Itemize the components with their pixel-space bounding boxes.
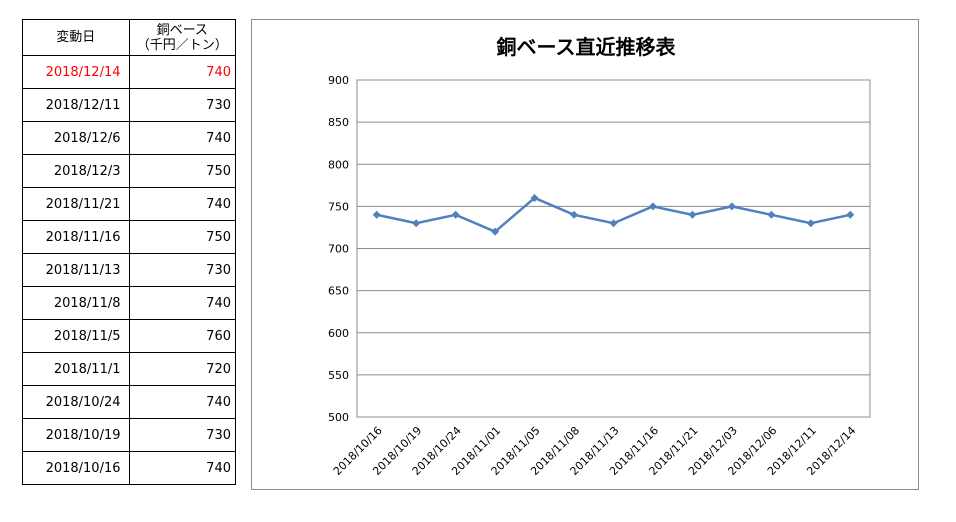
line-chart: 銅ベース直近推移表 500 550 600 650 700 750 800 850 900 20… — [328, 35, 871, 478]
y-tick-label: 600 — [328, 327, 349, 340]
row-date: 2018/12/11 — [22, 88, 130, 122]
y-tick-label: 500 — [328, 411, 349, 424]
header-price-line1: 銅ベース — [156, 22, 208, 38]
row-date: 2018/10/16 — [22, 451, 130, 485]
row-price: 730 — [128, 418, 236, 452]
row-date: 2018/11/1 — [22, 352, 130, 386]
chart-container: 銅ベース直近推移表 500 550 600 650 700 750 800 850 900 20… — [251, 19, 919, 490]
grid-layer — [356, 79, 871, 418]
data-point — [372, 210, 381, 219]
row-date: 2018/11/21 — [22, 187, 130, 221]
row-price: 720 — [128, 352, 236, 386]
row-date: 2018/11/13 — [22, 253, 130, 287]
data-point — [412, 219, 421, 228]
table-row: 2018/10/19 730 — [22, 418, 236, 452]
row-price: 740 — [128, 55, 236, 89]
data-point — [570, 210, 579, 219]
data-point — [491, 227, 500, 236]
row-date: 2018/11/5 — [22, 319, 130, 353]
plot-area-border — [356, 79, 871, 418]
y-tick-label: 700 — [328, 243, 349, 256]
table-row: 2018/12/6 740 — [22, 121, 236, 155]
table-body: 2018/12/14 740 2018/12/11 730 2018/12/6 740 20… — [22, 55, 236, 485]
row-date: 2018/10/24 — [22, 385, 130, 419]
row-price: 740 — [128, 385, 236, 419]
table-row: 2018/11/16 750 — [22, 220, 236, 254]
table-row: 2018/11/5 760 — [22, 319, 236, 353]
table-row: 2018/11/13 730 — [22, 253, 236, 287]
row-price: 740 — [128, 121, 236, 155]
y-tick-label: 900 — [328, 74, 349, 87]
table-row: 2018/11/1 720 — [22, 352, 236, 386]
row-date: 2018/12/3 — [22, 154, 130, 188]
table-row: 2018/10/16 740 — [22, 451, 236, 485]
row-date: 2018/11/8 — [22, 286, 130, 320]
row-date: 2018/12/6 — [22, 121, 130, 155]
x-axis-ticks: 2018/10/162018/10/192018/10/242018/11/01… — [331, 424, 859, 478]
y-tick-label: 850 — [328, 116, 349, 129]
data-point — [767, 210, 776, 219]
data-point — [451, 210, 460, 219]
header-price-line2: （千円／トン） — [136, 37, 228, 53]
header-price: 銅ベース （千円／トン） — [128, 19, 236, 56]
row-date: 2018/11/16 — [22, 220, 130, 254]
y-tick-label: 550 — [328, 369, 349, 382]
y-tick-label: 650 — [328, 285, 349, 298]
row-price: 740 — [128, 286, 236, 320]
table-header-row: 変動日 銅ベース （千円／トン） — [22, 19, 236, 56]
data-point — [609, 219, 618, 228]
table-row: 2018/10/24 740 — [22, 385, 236, 419]
data-point — [530, 193, 539, 202]
header-date: 変動日 — [22, 19, 130, 56]
table-row: 2018/11/21 740 — [22, 187, 236, 221]
price-table: 変動日 銅ベース （千円／トン） 2018/12/14 740 2018/12/11… — [22, 19, 236, 485]
data-point — [727, 202, 736, 211]
row-date: 2018/12/14 — [22, 55, 130, 89]
row-price: 740 — [128, 187, 236, 221]
row-price: 750 — [128, 154, 236, 188]
table-row: 2018/11/8 740 — [22, 286, 236, 320]
data-point — [688, 210, 697, 219]
data-point — [648, 202, 657, 211]
data-point — [806, 219, 815, 228]
row-price: 750 — [128, 220, 236, 254]
data-point — [846, 210, 855, 219]
y-tick-label: 800 — [328, 158, 349, 171]
row-price: 730 — [128, 253, 236, 287]
series-layer — [372, 193, 855, 236]
y-axis-ticks: 500 550 600 650 700 750 800 850 900 — [328, 74, 349, 424]
y-tick-label: 750 — [328, 200, 349, 213]
row-date: 2018/10/19 — [22, 418, 130, 452]
table-row: 2018/12/3 750 — [22, 154, 236, 188]
row-price: 760 — [128, 319, 236, 353]
chart-title: 銅ベース直近推移表 — [497, 35, 677, 59]
table-row: 2018/12/11 730 — [22, 88, 236, 122]
table-row: 2018/12/14 740 — [22, 55, 236, 89]
row-price: 730 — [128, 88, 236, 122]
row-price: 740 — [128, 451, 236, 485]
